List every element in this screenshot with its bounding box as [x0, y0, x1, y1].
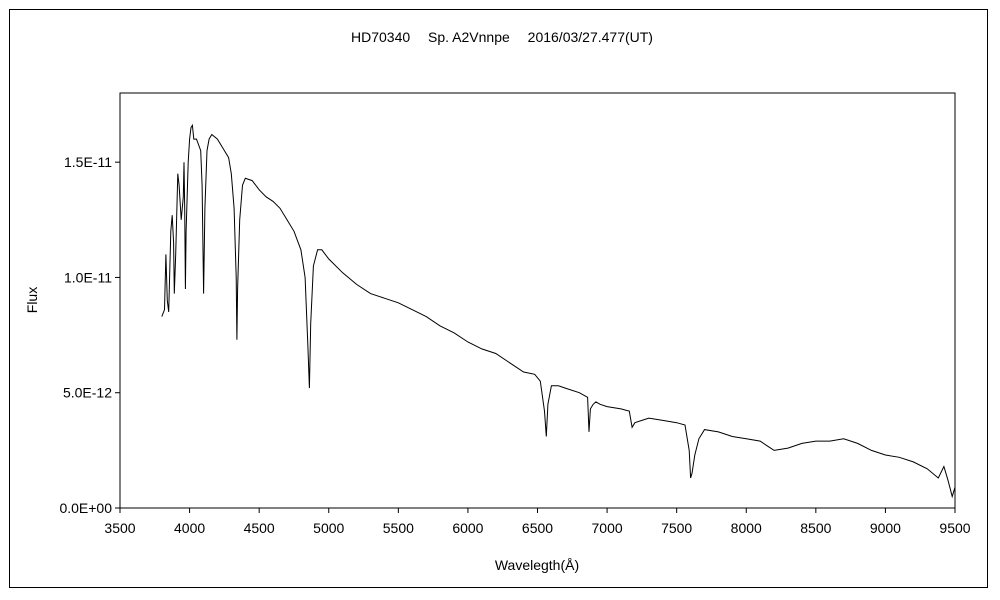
x-tick-label: 4000	[174, 520, 205, 536]
plot-area	[119, 92, 956, 509]
y-tick-label: 1.0E-11	[64, 269, 112, 285]
spectrum-line	[161, 123, 956, 499]
x-tick-label: 9500	[939, 520, 970, 536]
y-axis: 0.0E+00 5.0E-12 1.0E-11 1.5E-11	[59, 154, 120, 516]
x-tick-label: 8500	[800, 520, 831, 536]
x-tick-label: 5500	[383, 520, 414, 536]
chart-title: HD70340 Sp. A2Vnnpe 2016/03/27.477(UT)	[351, 29, 653, 45]
x-tick-label: 7500	[661, 520, 692, 536]
x-tick-label: 9000	[870, 520, 901, 536]
x-tick-label: 8000	[731, 520, 762, 536]
x-tick-label: 6000	[452, 520, 483, 536]
x-tick-label: 6500	[522, 520, 553, 536]
x-tick-label: 3500	[104, 520, 135, 536]
x-tick-label: 4500	[244, 520, 275, 536]
y-tick-label: 1.5E-11	[64, 154, 112, 170]
x-axis-label: Wavelegth(Å)	[495, 557, 579, 573]
x-axis: 3500 4000 4500 5000 5500 6000 6500 7000 7500 8000…	[104, 508, 971, 536]
y-tick-label: 0.0E+00	[59, 500, 112, 516]
x-tick-label: 5000	[313, 520, 344, 536]
x-tick-label: 7000	[592, 520, 623, 536]
y-tick-label: 5.0E-12	[63, 385, 112, 401]
chart-frame	[9, 9, 988, 588]
y-axis-label: Flux	[24, 287, 40, 313]
